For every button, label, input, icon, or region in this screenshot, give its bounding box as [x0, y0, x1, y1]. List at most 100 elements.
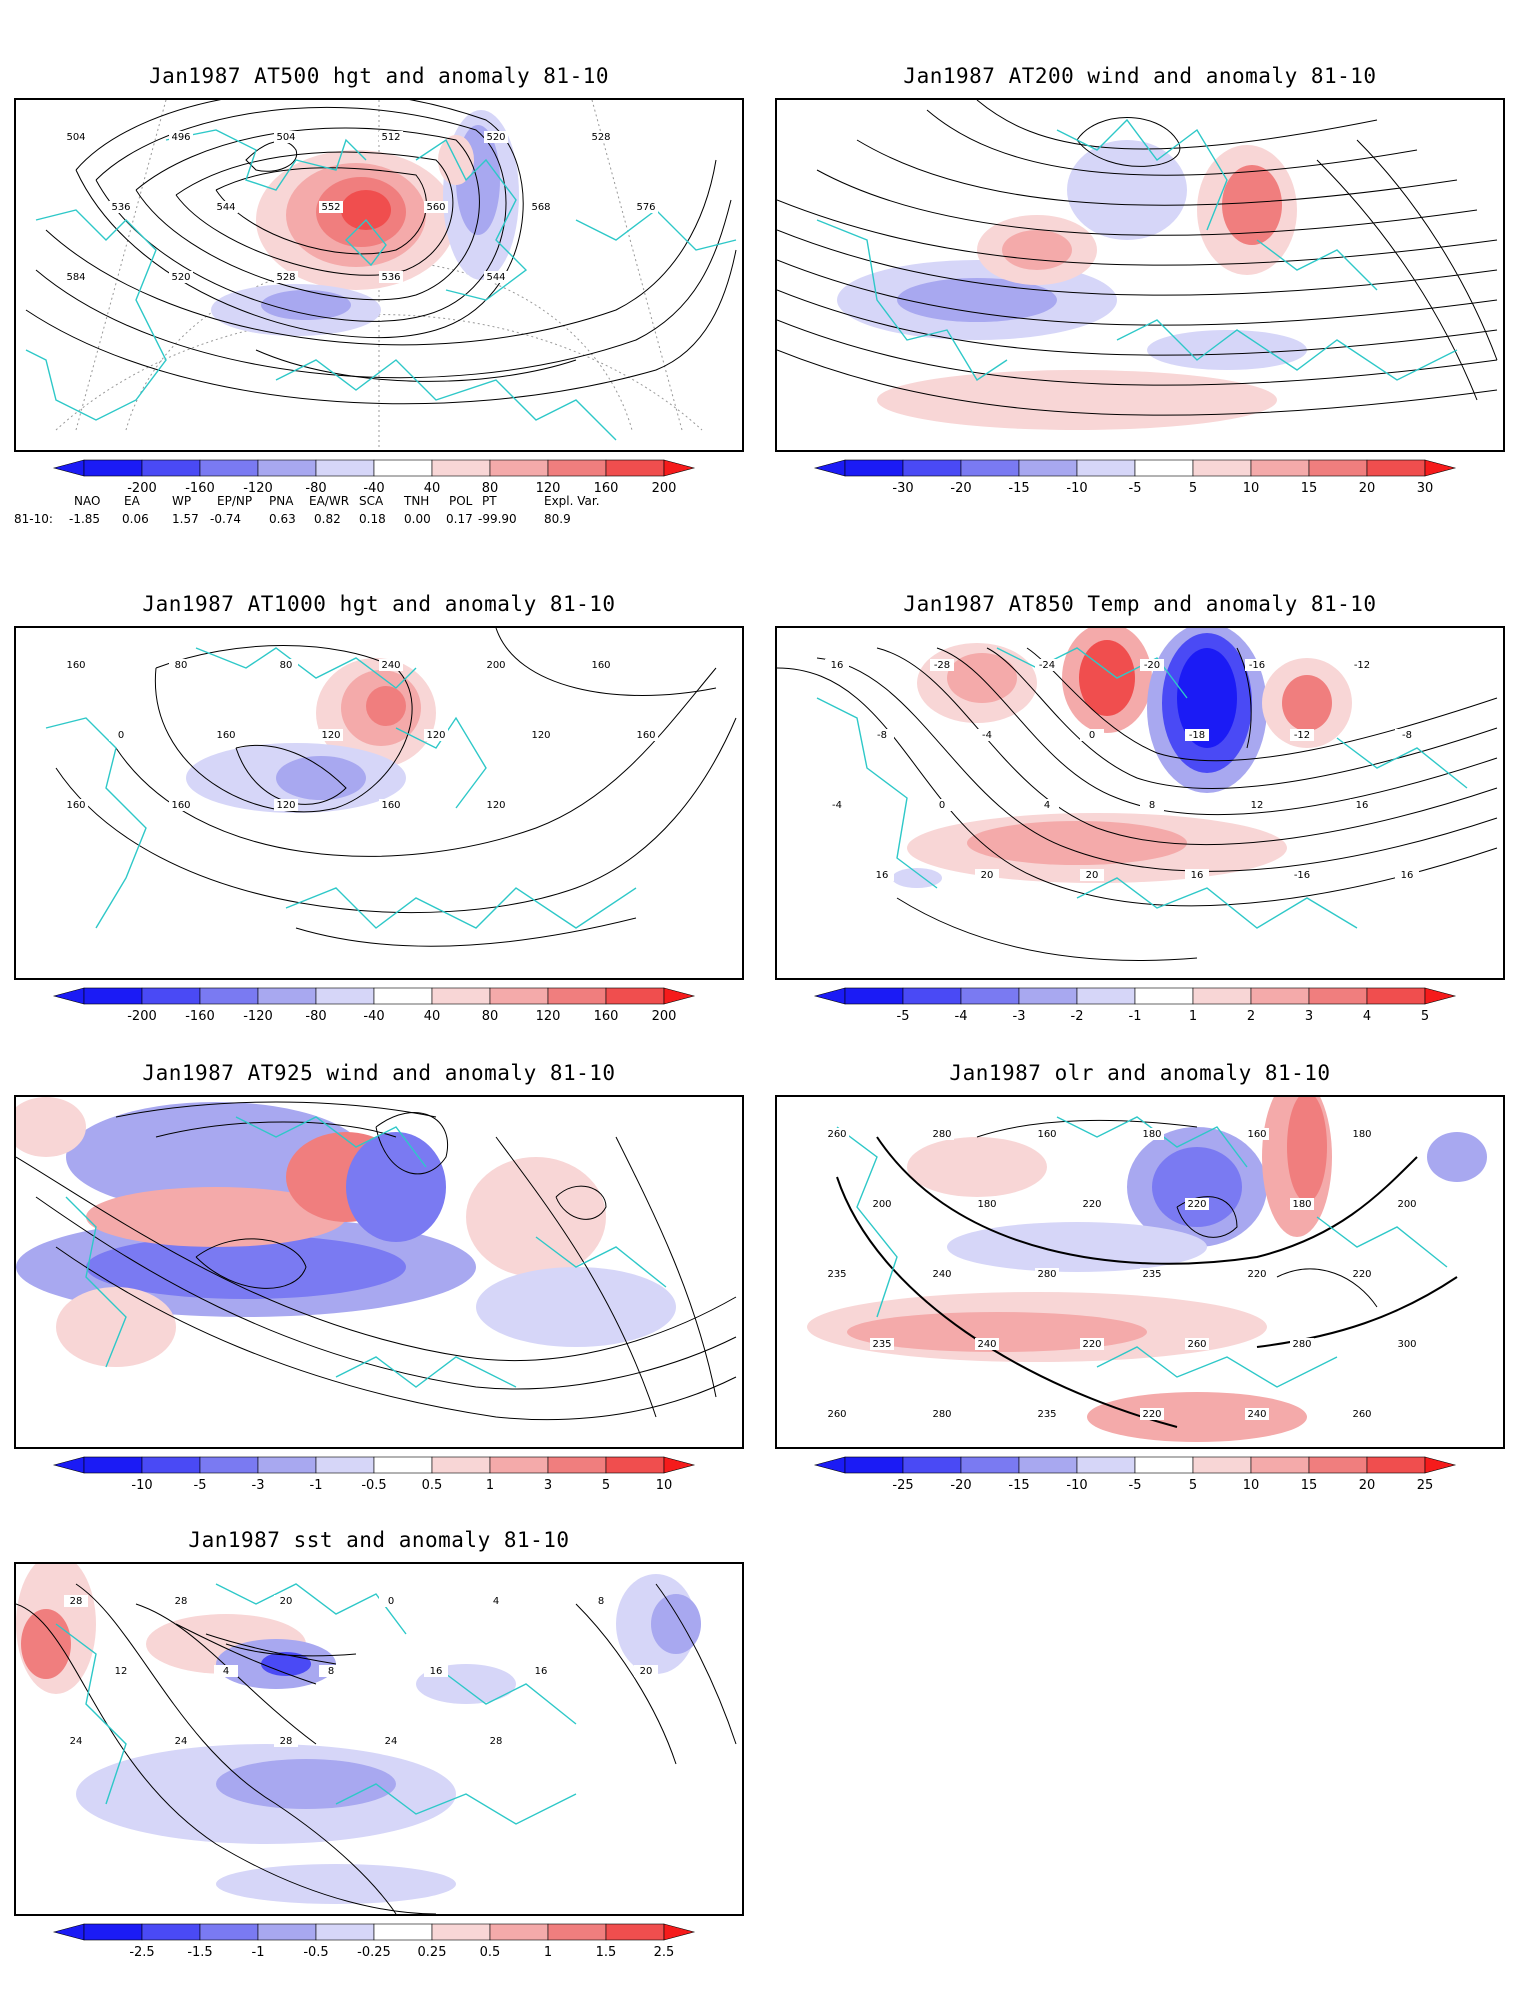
colorbar: -200 -160 -120 -80 -40 40 80 120 160 200	[52, 987, 704, 1028]
index-header: SCA	[359, 494, 384, 508]
contour-label: 496	[171, 132, 190, 143]
contour-label: -12	[1294, 730, 1310, 741]
streamlines	[16, 1101, 737, 1421]
index-header: Expl. Var.	[544, 494, 600, 508]
scale-label: 160	[594, 1009, 619, 1024]
contour-label-bg	[109, 1665, 133, 1677]
contour-label-bg	[64, 659, 88, 671]
scale-label: 1	[544, 1945, 552, 1960]
contour-label: 4	[223, 1666, 229, 1677]
contour-label: 504	[276, 132, 295, 143]
anomaly-shading	[892, 628, 1352, 888]
scale-label: 5	[1189, 1478, 1197, 1493]
contour-label: 220	[1142, 1409, 1161, 1420]
contour-label: 560	[426, 202, 445, 213]
contour-label: 16	[1356, 800, 1369, 811]
index-value: 0.06	[122, 512, 149, 526]
index-header: PT	[482, 494, 497, 508]
contour-label: 120	[321, 730, 340, 741]
colorbar-graphic: -200 -160 -120 -80 -40 40 80 120 160 200	[52, 459, 696, 496]
contour-label-bg	[379, 271, 403, 283]
contour-label-bg	[484, 659, 508, 671]
contour-label: 0	[118, 730, 124, 741]
scale-label: 20	[1359, 481, 1376, 496]
contour-label-bg	[825, 799, 849, 811]
contour-label: 160	[591, 660, 610, 671]
contour-label-bg	[169, 1595, 193, 1607]
contour-label-bg	[634, 729, 658, 741]
contour-label: 235	[1037, 1409, 1056, 1420]
contour-label: 280	[1037, 1269, 1056, 1280]
scale-label: -1	[252, 1945, 265, 1960]
scale-label: -25	[892, 1478, 913, 1493]
contour-label-bg	[589, 131, 613, 143]
teleconnection-indices: NAO EA WP EP/NP PNA EA/WR SCA TNH POL PT…	[14, 494, 714, 534]
contour-label-bg	[1350, 1268, 1374, 1280]
scale-label: -3	[252, 1478, 265, 1493]
scale-label: 120	[536, 1009, 561, 1024]
contour-label: 576	[636, 202, 655, 213]
contour-label-bg	[1080, 1198, 1104, 1210]
contour-label: 80	[175, 660, 188, 671]
contour-label: 24	[175, 1736, 188, 1747]
contour-label-bg	[975, 1198, 999, 1210]
index-value: 0.18	[359, 512, 386, 526]
map-at200	[777, 100, 1498, 430]
contour-label-bg	[274, 1735, 298, 1747]
contour-label: 16	[876, 870, 889, 881]
index-value: -1.85	[69, 512, 101, 526]
contour-label-bg	[319, 201, 343, 213]
map-frame: 504 496 504 512 520 528 536 544 552 560 568 576 584 5…	[14, 98, 744, 452]
map-frame: 16 -28 -24 -20 -16 -12 -8 -4 0 -18 -12 -8 -4 0 4 8 12 16 1…	[775, 626, 1505, 980]
scale-label: -120	[243, 481, 273, 496]
contour-label-bg	[634, 1665, 658, 1677]
contour-label-bg	[1080, 869, 1104, 881]
contour-label: 160	[1037, 1129, 1056, 1140]
contour-label: 280	[932, 1129, 951, 1140]
contour-label: 536	[111, 202, 130, 213]
scale-label: -3	[1013, 1009, 1026, 1024]
contour-label-bg	[1395, 1338, 1419, 1350]
contour-label-bg	[975, 1338, 999, 1350]
contour-label-bg	[1035, 1268, 1059, 1280]
contour-label: 536	[381, 272, 400, 283]
contour-label-bg	[1035, 799, 1059, 811]
contour-label: 8	[328, 1666, 334, 1677]
coastlines	[65, 1116, 667, 1388]
contour-label-bg	[169, 131, 193, 143]
colorbar: -30 -20 -15 -10 -5 5 10 15 20 30	[813, 459, 1465, 500]
index-value: 0.17	[446, 512, 473, 526]
contour-label: 28	[175, 1596, 188, 1607]
contour-label-bg	[484, 1735, 508, 1747]
contour-label: -28	[934, 660, 950, 671]
contour-label: 260	[827, 1409, 846, 1420]
contour-label-bg	[379, 1595, 403, 1607]
index-header: EP/NP	[217, 494, 253, 508]
contour-label: -4	[982, 730, 992, 741]
contour-label-bg	[274, 271, 298, 283]
contour-label: 235	[872, 1339, 891, 1350]
contour-label: 160	[171, 800, 190, 811]
contour-label: 20	[981, 870, 994, 881]
scale-label: -20	[950, 1478, 971, 1493]
scale-label: -15	[1008, 481, 1029, 496]
contour-label: -12	[1354, 660, 1370, 671]
scale-label: 1.5	[596, 1945, 617, 1960]
contour-label: 160	[66, 660, 85, 671]
contour-label: 28	[280, 1736, 293, 1747]
panel-title: Jan1987 olr and anomaly 81-10	[949, 1061, 1331, 1085]
contour-label: -8	[1402, 730, 1412, 741]
scale-label: -0.5	[303, 1945, 328, 1960]
contour-label-bg	[589, 659, 613, 671]
contour-label-bg	[1245, 799, 1269, 811]
colorbar: -25 -20 -15 -10 -5 5 10 15 20 25	[813, 1456, 1465, 1497]
anomaly-shading	[211, 110, 519, 336]
contour-labels: 504 496 504 512 520 528 536 544 552 560 568 576 584 5…	[64, 131, 658, 283]
map-frame: 260 280 160 180 160 180 200 180 220 220 180 200 235 2…	[775, 1095, 1505, 1449]
contour-label-bg	[1035, 659, 1059, 671]
scale-label: 40	[424, 1009, 441, 1024]
scale-label: 2	[1247, 1009, 1255, 1024]
contour-label: 120	[426, 730, 445, 741]
contour-label-bg	[64, 271, 88, 283]
contour-label: 568	[531, 202, 550, 213]
